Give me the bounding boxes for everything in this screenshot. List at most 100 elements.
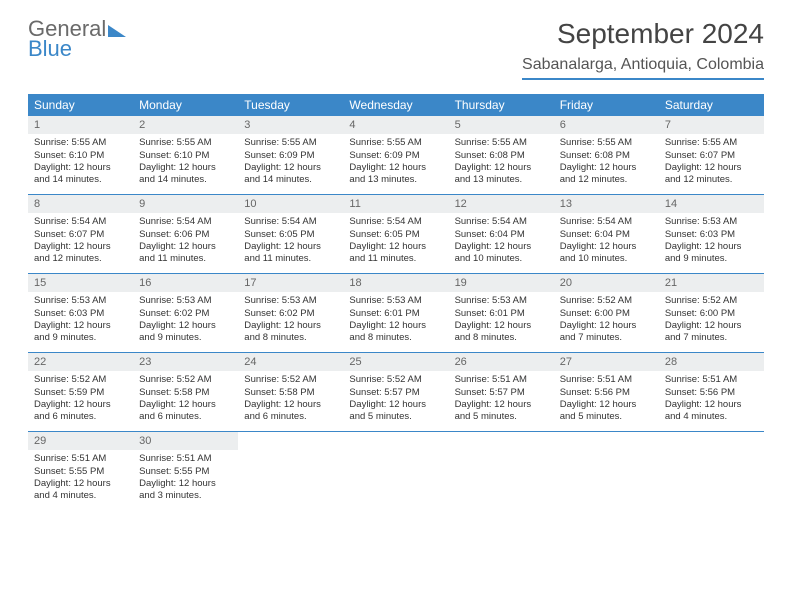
sunrise-text: Sunrise: 5:54 AM <box>34 216 127 228</box>
sunrise-text: Sunrise: 5:51 AM <box>139 453 232 465</box>
day-cell: 15Sunrise: 5:53 AMSunset: 6:03 PMDayligh… <box>28 274 133 352</box>
daylight-text: and 8 minutes. <box>349 332 442 344</box>
day-body: Sunrise: 5:54 AMSunset: 6:07 PMDaylight:… <box>28 213 133 271</box>
day-number: 12 <box>449 195 554 213</box>
day-body: Sunrise: 5:51 AMSunset: 5:57 PMDaylight:… <box>449 371 554 429</box>
day-cell: 9Sunrise: 5:54 AMSunset: 6:06 PMDaylight… <box>133 195 238 273</box>
daylight-text: Daylight: 12 hours <box>560 320 653 332</box>
daylight-text: and 5 minutes. <box>560 411 653 423</box>
daylight-text: and 14 minutes. <box>139 174 232 186</box>
day-body: Sunrise: 5:53 AMSunset: 6:03 PMDaylight:… <box>659 213 764 271</box>
sunset-text: Sunset: 6:05 PM <box>244 229 337 241</box>
day-body: Sunrise: 5:51 AMSunset: 5:55 PMDaylight:… <box>28 450 133 508</box>
sunrise-text: Sunrise: 5:53 AM <box>34 295 127 307</box>
day-body: Sunrise: 5:51 AMSunset: 5:55 PMDaylight:… <box>133 450 238 508</box>
day-cell: 6Sunrise: 5:55 AMSunset: 6:08 PMDaylight… <box>554 116 659 194</box>
day-header: Thursday <box>449 94 554 116</box>
daylight-text: Daylight: 12 hours <box>34 162 127 174</box>
day-body: Sunrise: 5:53 AMSunset: 6:01 PMDaylight:… <box>343 292 448 350</box>
day-cell: 3Sunrise: 5:55 AMSunset: 6:09 PMDaylight… <box>238 116 343 194</box>
daylight-text: Daylight: 12 hours <box>139 320 232 332</box>
day-cell: 25Sunrise: 5:52 AMSunset: 5:57 PMDayligh… <box>343 353 448 431</box>
day-number: 13 <box>554 195 659 213</box>
sunrise-text: Sunrise: 5:55 AM <box>560 137 653 149</box>
day-cell: 23Sunrise: 5:52 AMSunset: 5:58 PMDayligh… <box>133 353 238 431</box>
daylight-text: Daylight: 12 hours <box>139 478 232 490</box>
day-number: 27 <box>554 353 659 371</box>
day-number: 24 <box>238 353 343 371</box>
sunrise-text: Sunrise: 5:54 AM <box>349 216 442 228</box>
daylight-text: and 6 minutes. <box>244 411 337 423</box>
daylight-text: Daylight: 12 hours <box>34 399 127 411</box>
day-cell: 11Sunrise: 5:54 AMSunset: 6:05 PMDayligh… <box>343 195 448 273</box>
day-cell: 20Sunrise: 5:52 AMSunset: 6:00 PMDayligh… <box>554 274 659 352</box>
sunrise-text: Sunrise: 5:52 AM <box>665 295 758 307</box>
daylight-text: and 7 minutes. <box>560 332 653 344</box>
sunset-text: Sunset: 6:07 PM <box>665 150 758 162</box>
sunset-text: Sunset: 6:03 PM <box>34 308 127 320</box>
day-body: Sunrise: 5:54 AMSunset: 6:04 PMDaylight:… <box>554 213 659 271</box>
day-number: 14 <box>659 195 764 213</box>
day-body: Sunrise: 5:52 AMSunset: 6:00 PMDaylight:… <box>554 292 659 350</box>
day-body: Sunrise: 5:52 AMSunset: 5:59 PMDaylight:… <box>28 371 133 429</box>
daylight-text: and 8 minutes. <box>244 332 337 344</box>
day-number <box>659 432 764 450</box>
day-cell: 7Sunrise: 5:55 AMSunset: 6:07 PMDaylight… <box>659 116 764 194</box>
day-body: Sunrise: 5:52 AMSunset: 5:57 PMDaylight:… <box>343 371 448 429</box>
daylight-text: and 7 minutes. <box>665 332 758 344</box>
day-body: Sunrise: 5:52 AMSunset: 5:58 PMDaylight:… <box>238 371 343 429</box>
day-number: 18 <box>343 274 448 292</box>
daylight-text: and 6 minutes. <box>139 411 232 423</box>
day-cell: 22Sunrise: 5:52 AMSunset: 5:59 PMDayligh… <box>28 353 133 431</box>
daylight-text: Daylight: 12 hours <box>349 399 442 411</box>
sunrise-text: Sunrise: 5:52 AM <box>349 374 442 386</box>
daylight-text: and 12 minutes. <box>34 253 127 265</box>
sunset-text: Sunset: 6:01 PM <box>455 308 548 320</box>
day-number: 17 <box>238 274 343 292</box>
sunset-text: Sunset: 6:02 PM <box>139 308 232 320</box>
sunset-text: Sunset: 6:09 PM <box>244 150 337 162</box>
sunrise-text: Sunrise: 5:52 AM <box>244 374 337 386</box>
day-body: Sunrise: 5:55 AMSunset: 6:08 PMDaylight:… <box>554 134 659 192</box>
day-cell: 12Sunrise: 5:54 AMSunset: 6:04 PMDayligh… <box>449 195 554 273</box>
daylight-text: and 4 minutes. <box>34 490 127 502</box>
day-cell: 17Sunrise: 5:53 AMSunset: 6:02 PMDayligh… <box>238 274 343 352</box>
daylight-text: Daylight: 12 hours <box>349 320 442 332</box>
day-number: 23 <box>133 353 238 371</box>
week-row: 15Sunrise: 5:53 AMSunset: 6:03 PMDayligh… <box>28 273 764 352</box>
sunrise-text: Sunrise: 5:55 AM <box>665 137 758 149</box>
daylight-text: Daylight: 12 hours <box>34 241 127 253</box>
day-body: Sunrise: 5:54 AMSunset: 6:05 PMDaylight:… <box>238 213 343 271</box>
sunset-text: Sunset: 5:59 PM <box>34 387 127 399</box>
sunset-text: Sunset: 5:55 PM <box>139 466 232 478</box>
sunset-text: Sunset: 6:10 PM <box>34 150 127 162</box>
sunset-text: Sunset: 6:10 PM <box>139 150 232 162</box>
day-cell <box>343 432 448 510</box>
sunrise-text: Sunrise: 5:54 AM <box>560 216 653 228</box>
day-body: Sunrise: 5:55 AMSunset: 6:09 PMDaylight:… <box>238 134 343 192</box>
daylight-text: Daylight: 12 hours <box>349 162 442 174</box>
day-number: 30 <box>133 432 238 450</box>
daylight-text: Daylight: 12 hours <box>455 320 548 332</box>
day-cell: 5Sunrise: 5:55 AMSunset: 6:08 PMDaylight… <box>449 116 554 194</box>
daylight-text: Daylight: 12 hours <box>665 162 758 174</box>
sunset-text: Sunset: 6:05 PM <box>349 229 442 241</box>
header: General Blue September 2024 Sabanalarga,… <box>28 18 764 82</box>
sunrise-text: Sunrise: 5:54 AM <box>139 216 232 228</box>
sunset-text: Sunset: 6:08 PM <box>455 150 548 162</box>
day-body: Sunrise: 5:51 AMSunset: 5:56 PMDaylight:… <box>554 371 659 429</box>
day-body: Sunrise: 5:54 AMSunset: 6:06 PMDaylight:… <box>133 213 238 271</box>
sunrise-text: Sunrise: 5:51 AM <box>560 374 653 386</box>
day-header-row: SundayMondayTuesdayWednesdayThursdayFrid… <box>28 94 764 116</box>
week-row: 29Sunrise: 5:51 AMSunset: 5:55 PMDayligh… <box>28 431 764 510</box>
day-number: 28 <box>659 353 764 371</box>
day-body: Sunrise: 5:53 AMSunset: 6:03 PMDaylight:… <box>28 292 133 350</box>
day-number: 19 <box>449 274 554 292</box>
day-header: Friday <box>554 94 659 116</box>
day-cell: 30Sunrise: 5:51 AMSunset: 5:55 PMDayligh… <box>133 432 238 510</box>
calendar: SundayMondayTuesdayWednesdayThursdayFrid… <box>28 94 764 510</box>
sunrise-text: Sunrise: 5:51 AM <box>665 374 758 386</box>
sunset-text: Sunset: 6:00 PM <box>560 308 653 320</box>
sunset-text: Sunset: 6:07 PM <box>34 229 127 241</box>
day-number: 26 <box>449 353 554 371</box>
